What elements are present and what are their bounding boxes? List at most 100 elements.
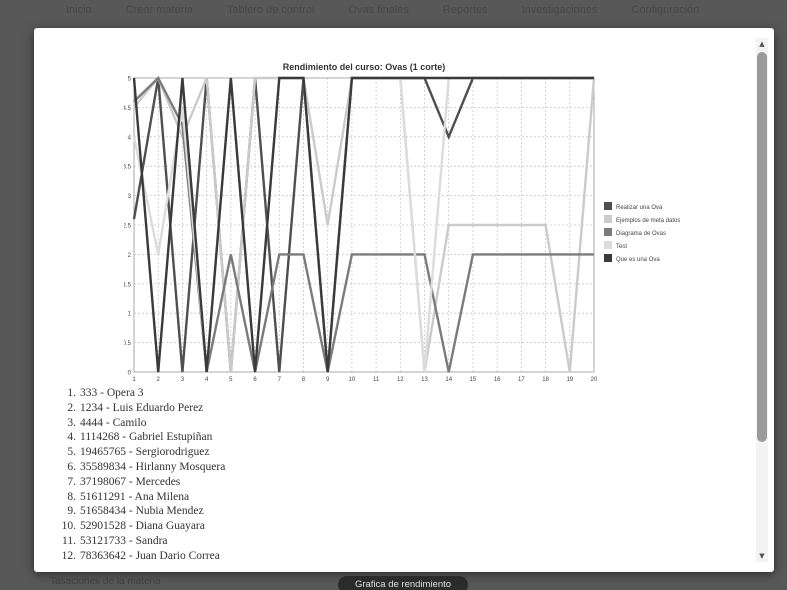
scroll-down-icon[interactable]: ▼ — [759, 552, 765, 560]
x-tick-label: 6 — [253, 377, 257, 383]
scroll-thumb[interactable] — [757, 52, 767, 442]
student-list-item: 9. 51658434 - Nubia Mendez — [52, 504, 692, 519]
modal-scrollbar[interactable]: ▲ ▼ — [756, 38, 768, 562]
student-list-item: 5. 19465765 - Sergiorodriguez — [52, 445, 692, 460]
x-tick-label: 10 — [349, 377, 356, 383]
student-list-item: 11. 53121733 - Sandra — [52, 534, 692, 549]
scroll-up-icon[interactable]: ▲ — [759, 40, 765, 48]
student-list-item: 10. 52901528 - Diana Guayara — [52, 519, 692, 534]
nav-item-inicio[interactable]: Inicio — [66, 4, 92, 16]
nav-item-tablero[interactable]: Tablero de control — [226, 4, 315, 16]
x-tick-label: 11 — [373, 377, 380, 383]
legend-label: Ejemplos de meta datos — [616, 218, 680, 224]
x-tick-label: 5 — [229, 377, 233, 383]
student-list-number: 5. — [67, 446, 76, 459]
student-list-number: 6. — [67, 460, 76, 473]
nav-item-ovas-finales[interactable]: Ovas finales — [348, 4, 409, 16]
student-list-item: 2. 1234 - Luis Eduardo Perez — [52, 401, 692, 416]
student-list-name: 1114268 - Gabriel Estupiñan — [80, 431, 213, 444]
student-list-name: 51658434 - Nubia Mendez — [80, 505, 204, 518]
x-tick-label: 12 — [397, 377, 404, 383]
student-list-number: 7. — [67, 475, 76, 488]
student-list: 1. 333 - Opera 3 2. 1234 - Luis Eduardo Per… — [52, 386, 692, 566]
student-list-number: 3. — [67, 416, 76, 429]
x-tick-label: 14 — [445, 377, 452, 383]
student-list-name: 333 - Opera 3 — [80, 387, 144, 399]
chart-svg: Rendimiento del curso: Ovas (1 corte) 0 0… — [123, 62, 681, 384]
x-tick-label: 19 — [566, 377, 573, 383]
series-line-4 — [132, 76, 594, 373]
nav-item-crear-materia[interactable]: Crear materia — [125, 4, 193, 16]
y-tick-label: 2 — [128, 253, 132, 259]
student-list-number: 8. — [67, 490, 76, 503]
student-list-name: 78363642 - Juan Dario Correa — [80, 549, 220, 562]
tab-grafica-rendimiento[interactable]: Grafica de rendimiento — [338, 576, 468, 590]
x-tick-label: 20 — [591, 377, 598, 383]
legend-swatch — [604, 202, 612, 210]
series-line-2 — [133, 76, 594, 373]
legend-swatch — [604, 254, 612, 262]
x-tick-label: 4 — [205, 377, 209, 383]
legend-label: Que es una Ova — [616, 257, 660, 263]
x-tick-label: 17 — [518, 377, 525, 383]
x-tick-label: 13 — [421, 377, 428, 383]
student-list-item: 8. 51611291 - Ana Milena — [52, 490, 692, 505]
y-tick-label: 1 — [128, 312, 132, 318]
nav-item-configuracion[interactable]: Configuración — [631, 4, 700, 16]
top-navigation: Inicio Crear materia Tablero de control … — [0, 0, 787, 28]
y-tick-label: 1.5 — [124, 282, 132, 288]
student-list-name: 35589834 - Hirlanny Mosquera — [80, 460, 226, 473]
student-list-number: 2. — [67, 401, 76, 414]
nav-item-reportes[interactable]: Reportes — [442, 4, 488, 16]
student-list-name: 19465765 - Sergiorodriguez — [80, 446, 210, 459]
x-tick-label: 8 — [302, 377, 306, 383]
y-tick-label: 0.5 — [124, 341, 132, 347]
student-list-name: 1234 - Luis Eduardo Perez — [80, 401, 204, 414]
x-tick-label: 1 — [132, 377, 136, 383]
student-list-number: 4. — [67, 431, 76, 444]
x-tick-label: 3 — [181, 377, 185, 383]
x-tick-label: 18 — [542, 377, 549, 383]
y-tick-label: 4.5 — [124, 106, 132, 112]
student-list-item: 3. 4444 - Camilo — [52, 416, 692, 431]
student-list-item: 1. 333 - Opera 3 — [52, 386, 692, 401]
y-tick-label: 0 — [128, 371, 132, 377]
student-list-name: 53121733 - Sandra — [80, 534, 168, 547]
legend-swatch — [604, 241, 612, 249]
performance-chart: Rendimiento del curso: Ovas (1 corte) 0 0… — [123, 58, 724, 388]
student-list-number: 11. — [62, 534, 76, 547]
chart-legend: Realizar una Ova Ejemplos de meta datos Di… — [604, 202, 680, 263]
student-list-item: 12. 78363642 - Juan Dario Correa — [52, 549, 692, 564]
y-tick-label: 3.5 — [124, 165, 132, 171]
x-tick-label: 7 — [278, 377, 282, 383]
x-tick-label: 2 — [157, 377, 161, 383]
chart-title: Rendimiento del curso: Ovas (1 corte) — [283, 62, 446, 72]
student-list-name: 4444 - Camilo — [80, 416, 147, 429]
x-tick-label: 15 — [470, 377, 477, 383]
legend-swatch — [604, 215, 612, 223]
footer-text: Tasaciones de la materia — [50, 576, 161, 587]
legend-label: Test — [616, 244, 627, 250]
y-tick-label: 2.5 — [124, 224, 132, 230]
performance-modal: Rendimiento del curso: Ovas (1 corte) 0 0… — [34, 28, 774, 572]
y-tick-label: 4 — [128, 135, 132, 141]
student-list-name: 52901528 - Diana Guayara — [80, 520, 205, 533]
student-list-name: 37198067 - Mercedes — [80, 475, 181, 488]
student-list-number: 9. — [67, 505, 76, 518]
student-list-item: 4. 1114268 - Gabriel Estupiñan — [52, 430, 692, 445]
student-list-number: 1. — [67, 387, 76, 399]
student-list-number: 12. — [61, 549, 76, 562]
nav-item-investigaciones[interactable]: Investigaciones — [521, 4, 598, 16]
chart-axes: 00.511.522.533.544.551 2 3 4 5 6 7 8 9 10 11 12 13 14… — [123, 77, 598, 384]
legend-label: Realizar una Ova — [616, 205, 663, 211]
x-tick-label: 16 — [494, 377, 501, 383]
y-tick-label: 5 — [128, 77, 132, 83]
y-tick-label: 3 — [128, 194, 132, 200]
student-list-item: 6. 35589834 - Hirlanny Mosquera — [52, 460, 692, 475]
x-tick-label: 9 — [326, 377, 330, 383]
student-list-number: 10. — [61, 520, 76, 533]
chart-lines — [132, 75, 596, 373]
legend-swatch — [604, 228, 612, 236]
student-list-item: 7. 37198067 - Mercedes — [52, 475, 692, 490]
student-list-name: 51611291 - Ana Milena — [80, 490, 190, 503]
